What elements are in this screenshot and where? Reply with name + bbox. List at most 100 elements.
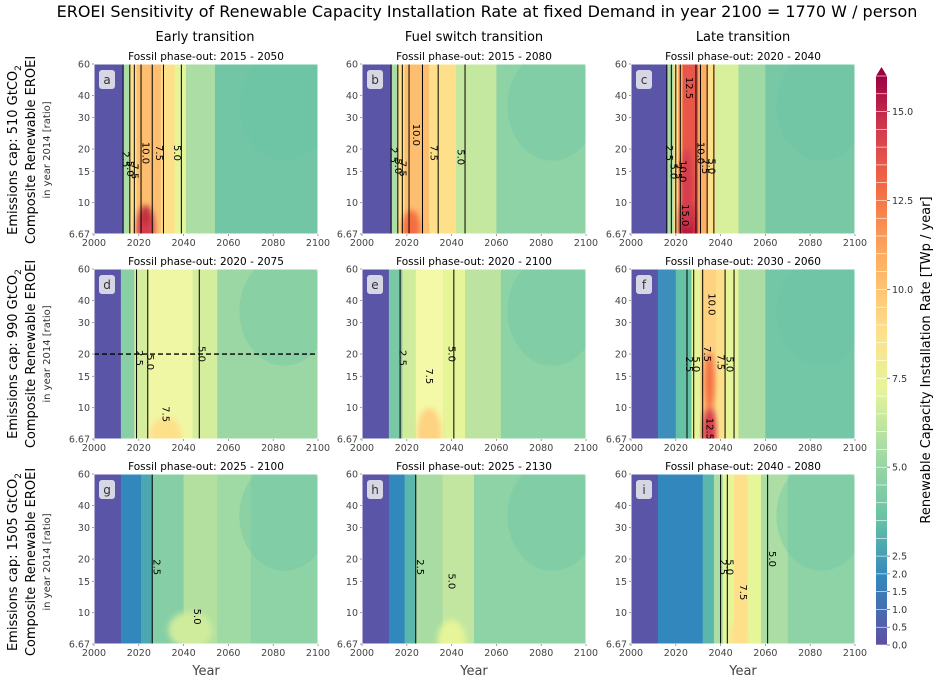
hotspot-layer [168,611,213,644]
color-band [760,474,789,644]
row-label-990-eroei: Composite Renewable EROEI [24,260,39,448]
y-tick-label: 40 [346,296,358,307]
contour-label: 7.5 [672,163,683,179]
contour-label: 15.0 [679,204,690,226]
y-tick-label: 15 [615,167,627,178]
contour-label: 2.5 [663,145,674,161]
y-tick-label: 20 [615,145,627,156]
hotspot-layer [417,408,442,439]
panel-label: g [103,483,111,497]
y-tick-label: 20 [346,555,358,566]
x-tick-label: 2060 [753,648,777,659]
y-tick-label: 30 [346,318,358,329]
x-tick-label: 2040 [709,443,733,454]
panel-subtitle: Fossil phase-out: 2015 - 2050 [128,51,284,63]
hotspot-layer [437,620,466,644]
y-tick-label: 60 [615,265,627,276]
x-tick-label: 2040 [172,238,196,249]
plateau-region [507,269,586,366]
x-tick-label: 2060 [216,648,240,659]
plateau-region [239,269,318,366]
contour-label: 5.0 [171,145,182,161]
panel-subtitle: Fossil phase-out: 2040 - 2080 [665,461,821,473]
color-band [631,269,659,439]
color-band [402,269,417,439]
panel-label: h [371,483,379,497]
panel-label: b [371,73,379,87]
x-tick-label: 2060 [484,443,508,454]
x-tick-label: 2100 [306,648,330,659]
panel-subtitle: Fossil phase-out: 2030 - 2060 [665,256,821,268]
svg-text:Emissions cap: 510 GtCO2: Emissions cap: 510 GtCO2 [6,65,24,235]
color-band [747,474,762,644]
hotspot [704,351,715,412]
row-label-1505-cap: Emissions cap: 1505 GtCO [6,479,21,651]
row-label-1505: Emissions cap: 1505 GtCO2 Composite Rene… [6,468,53,656]
y-tick-label: 60 [615,470,627,481]
panel-subtitle: Fossil phase-out: 2020 - 2075 [128,256,284,268]
y-tick-label: 30 [346,113,358,124]
panel-subtitle: Fossil phase-out: 2015 - 2080 [396,51,552,63]
color-band [707,64,717,234]
color-band [129,64,138,234]
color-band [123,64,131,234]
x-tick-label: 2000 [619,648,643,659]
panel-label-badge [99,70,115,89]
color-band [716,269,726,439]
row-label-510-cap: Emissions cap: 510 GtCO [6,71,21,235]
y-tick-label: 15 [615,577,627,588]
y-tick-label: 6.67 [606,435,627,446]
y-tick-label: 15 [78,167,90,178]
x-tick-label: 2100 [843,443,867,454]
figure-title: EROEI Sensitivity of Renewable Capacity … [57,2,918,21]
color-band [765,64,855,234]
x-tick-label: 2000 [619,238,643,249]
y-tick-label: 30 [346,523,358,534]
color-band [391,64,399,234]
y-tick-label: 60 [346,470,358,481]
colorbar-tick-label: 2.5 [892,552,907,563]
panel-plot-area: 2.55.07.510.012.57.55.0 [631,269,855,439]
color-band [631,64,668,234]
hotspot [168,611,213,644]
x-tick-label: 2080 [798,648,822,659]
x-tick-label: 2080 [798,443,822,454]
color-band [362,474,390,644]
row-label-1505-sub: 2 [14,473,24,479]
contour-label: 10.0 [706,293,717,315]
row-label-990-year: in year 2014 [ratio] [42,305,53,402]
panel-label-badge [99,275,115,294]
panel-label-badge [636,480,652,499]
y-tick-label: 40 [346,91,358,102]
color-band [787,474,855,644]
colorbar: 0.0 0.5 1.0 1.5 2.0 2.5 5.0 7.5 10.0 12.5 15.0 Ren… [876,67,934,652]
panel-subtitle: Fossil phase-out: 2020 - 2100 [396,256,552,268]
y-tick-label: 15 [346,372,358,383]
color-band [362,64,392,234]
contour-label: 5.0 [124,161,135,177]
panel-label-badge [367,275,383,294]
contour-label: 5.0 [668,163,679,179]
x-tick-label: 2040 [440,648,464,659]
panel-label-badge [367,70,383,89]
panel-e: 2.5 5.0 7.5 e Fossil phase-out: 2020 - 2100 6… [337,256,598,454]
y-tick-label: 30 [615,113,627,124]
x-tick-label: 2000 [350,443,374,454]
contour-label: 2.5 [717,559,728,575]
contour-label: 7.5 [128,163,139,179]
color-band [120,474,142,644]
hotspot [149,417,182,439]
panel-label: i [642,483,645,497]
x-tick-label: 2100 [306,238,330,249]
y-tick-label: 15 [78,372,90,383]
y-tick-label: 40 [346,501,358,512]
x-tick-label: 2020 [664,238,688,249]
x-tick-label: 2080 [529,443,553,454]
x-tick-label: 2060 [216,443,240,454]
plateau-region [239,64,318,161]
colorbar-ticks: 0.0 0.5 1.0 1.5 2.0 2.5 5.0 7.5 10.0 12.5 15.0 [876,75,913,652]
panel-label-badge [636,275,652,294]
y-tick-label: 6.67 [337,640,358,651]
x-tick-label: 2100 [574,648,598,659]
